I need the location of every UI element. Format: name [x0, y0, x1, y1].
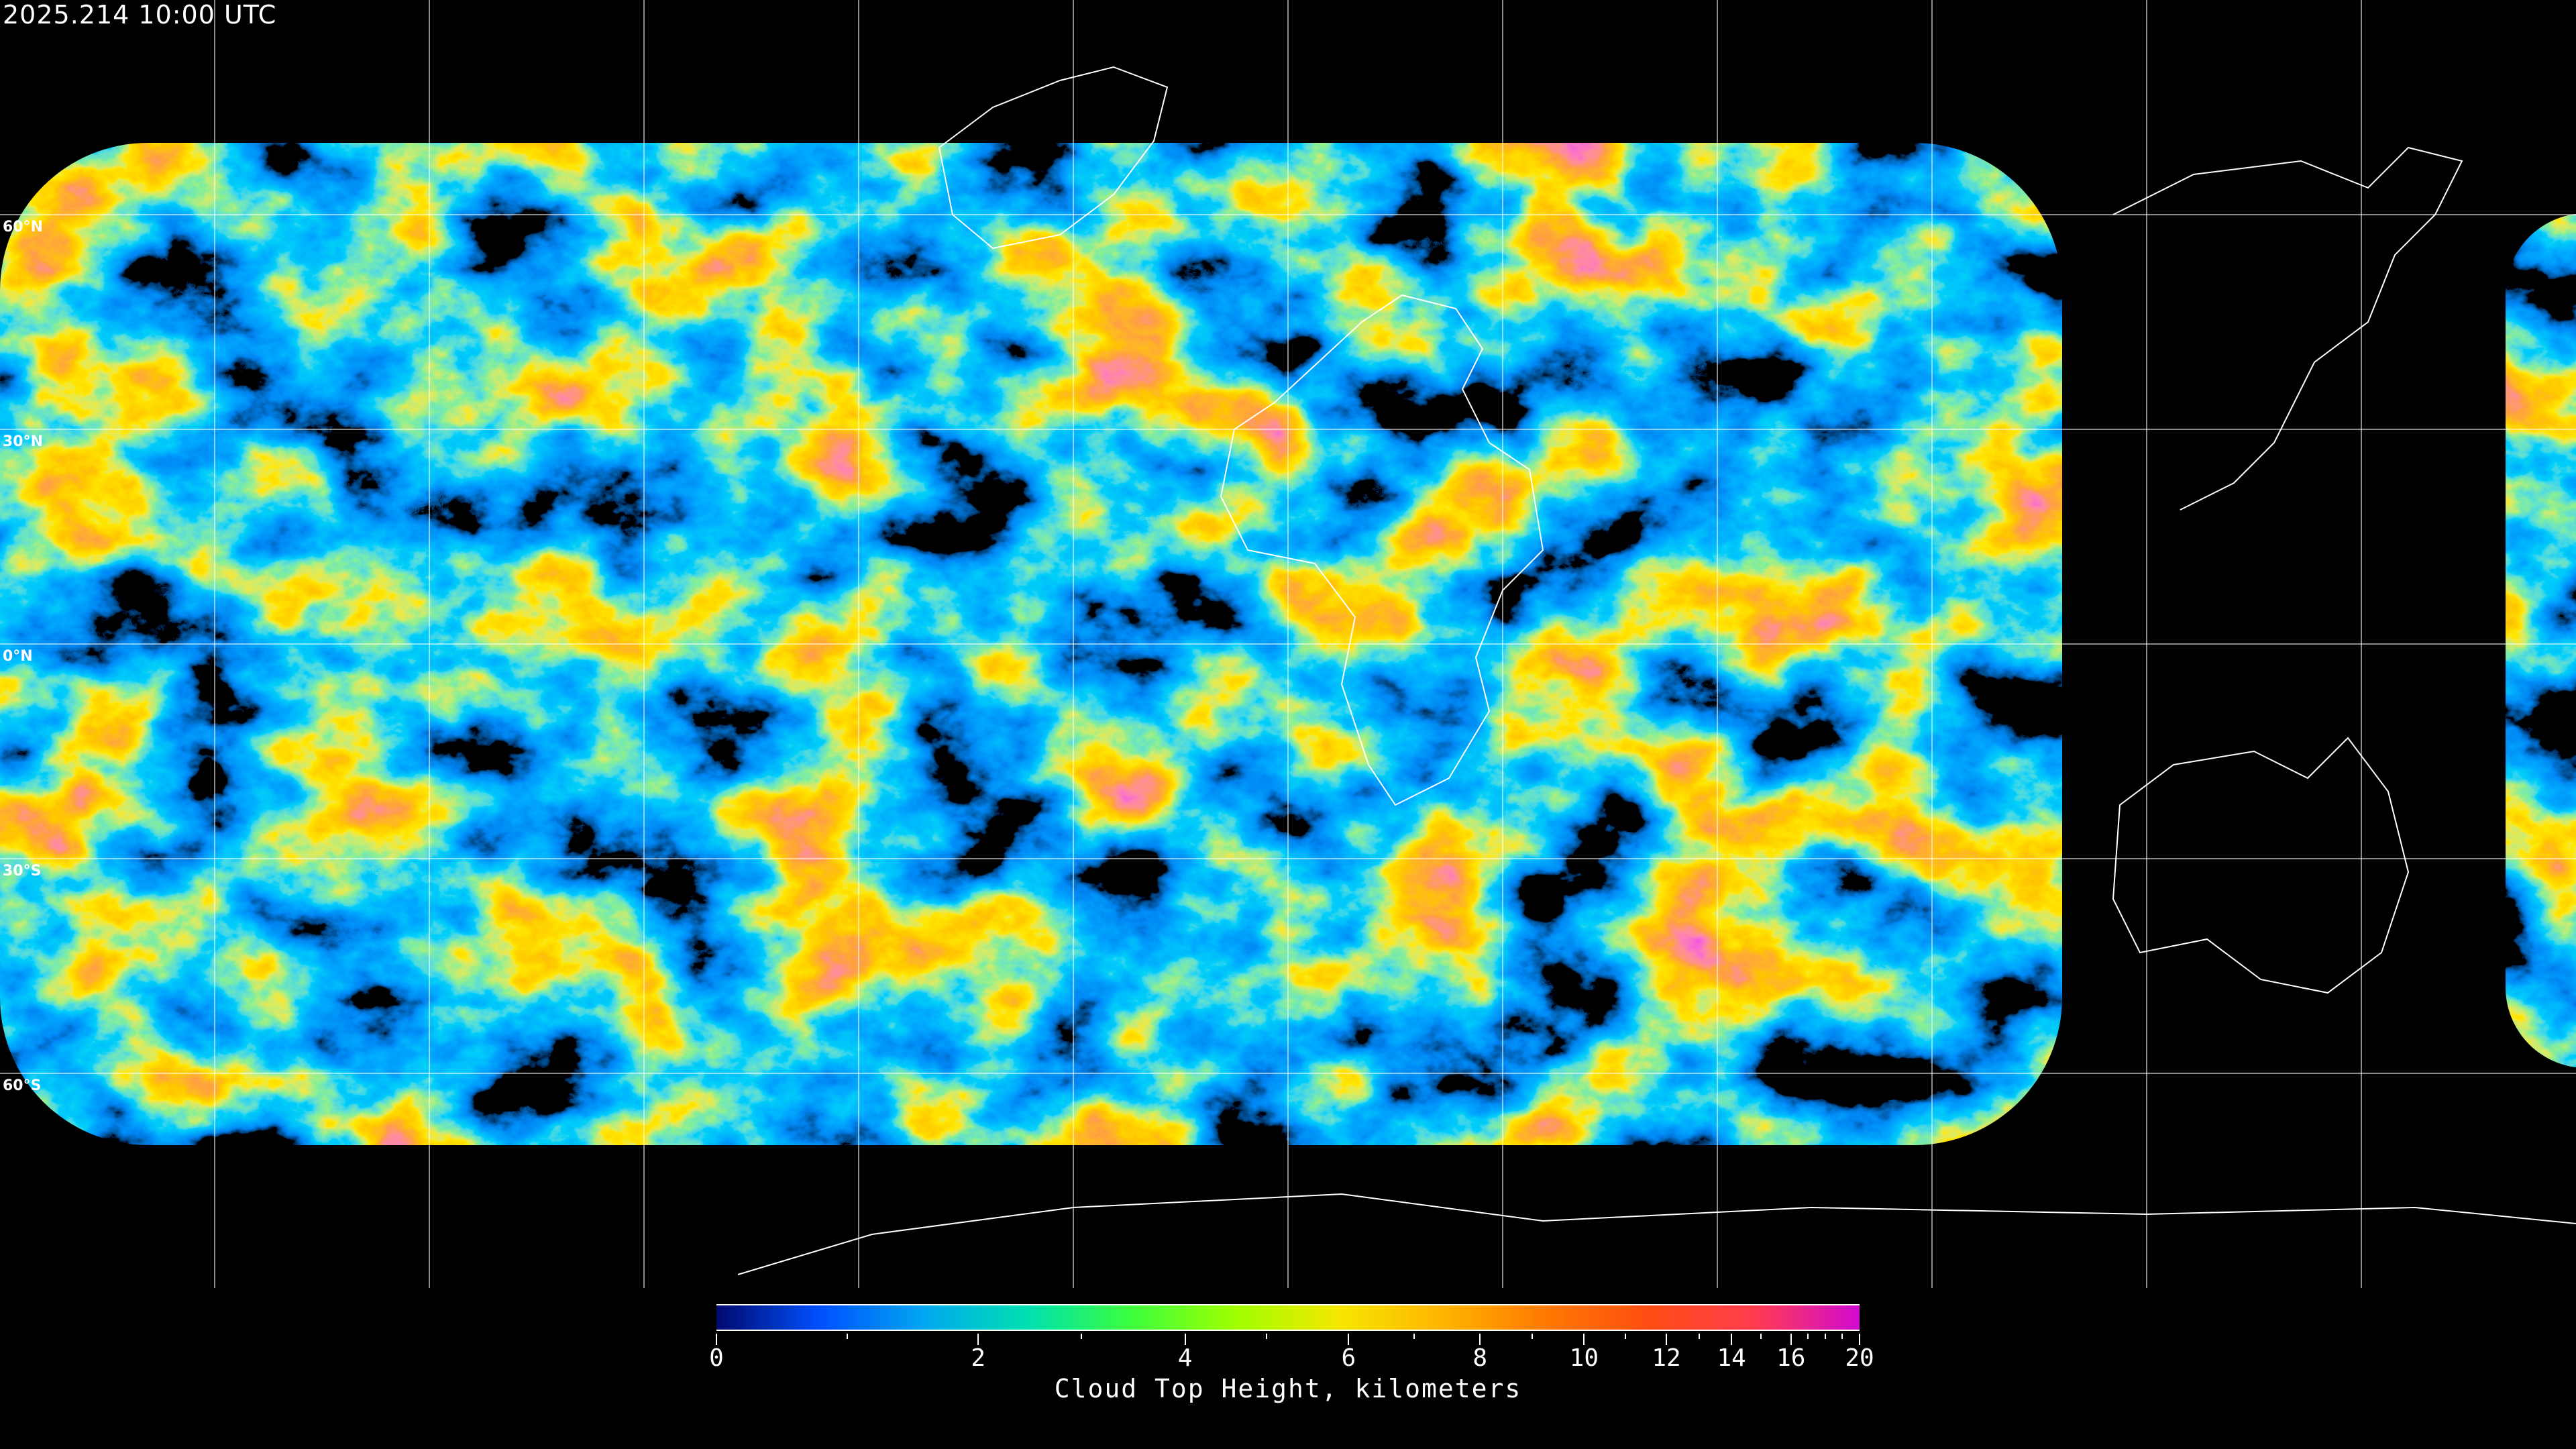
colorbar-minor-tick [847, 1334, 849, 1339]
colorbar-tick-label: 0 [709, 1344, 724, 1372]
colorbar-minor-tick [1698, 1334, 1700, 1339]
lat-label-30n: 30°N [3, 433, 44, 450]
lat-label-60n: 60°N [3, 219, 44, 235]
colorbar-tick-label: 12 [1652, 1344, 1681, 1372]
colorbar-major-tick [1731, 1334, 1733, 1345]
lat-label-60s: 60°S [3, 1077, 42, 1094]
colorbar-major-tick [977, 1334, 979, 1345]
colorbar-major-tick [1666, 1334, 1668, 1345]
timestamp: 2025.214 10:00 UTC [3, 0, 277, 30]
colorbar-minor-tick [1531, 1334, 1533, 1339]
colorbar-minor-tick [1081, 1334, 1083, 1339]
colorbar-tick-label: 10 [1569, 1344, 1599, 1372]
colorbar-minor-tick [1807, 1334, 1809, 1339]
satellite-data-region-right [2506, 213, 2576, 1068]
coastlines [737, 66, 2576, 1275]
colorbar [716, 1304, 1860, 1331]
colorbar-major-tick [1479, 1334, 1481, 1345]
colorbar-minor-tick [1841, 1334, 1843, 1339]
colorbar-major-tick [1583, 1334, 1585, 1345]
colorbar-minor-tick [1624, 1334, 1626, 1339]
colorbar-tick-label: 6 [1341, 1344, 1356, 1372]
colorbar-major-tick [1184, 1334, 1186, 1345]
colorbar-title: Cloud Top Height, kilometers [1054, 1374, 1522, 1403]
lat-label-equator: 0°N [3, 648, 33, 665]
colorbar-minor-tick [1266, 1334, 1268, 1339]
lat-lon-grid [0, 0, 2576, 1288]
colorbar-tick-label: 20 [1845, 1344, 1874, 1372]
colorbar-tick-label: 14 [1717, 1344, 1746, 1372]
colorbar-minor-tick [1760, 1334, 1762, 1339]
colorbar-major-tick [716, 1334, 717, 1345]
colorbar-minor-tick [1413, 1334, 1415, 1339]
colorbar-tick-label: 4 [1177, 1344, 1193, 1372]
lat-label-30s: 30°S [3, 863, 42, 879]
colorbar-tick-label: 8 [1472, 1344, 1488, 1372]
colorbar-tick-label: 16 [1776, 1344, 1806, 1372]
colorbar-major-tick [1790, 1334, 1792, 1345]
colorbar-tick-label: 2 [971, 1344, 986, 1372]
colorbar-minor-tick [1824, 1334, 1826, 1339]
colorbar-major-tick [1348, 1334, 1350, 1345]
cloud-top-height-map [0, 0, 2576, 1288]
colorbar-major-tick [1859, 1334, 1860, 1345]
